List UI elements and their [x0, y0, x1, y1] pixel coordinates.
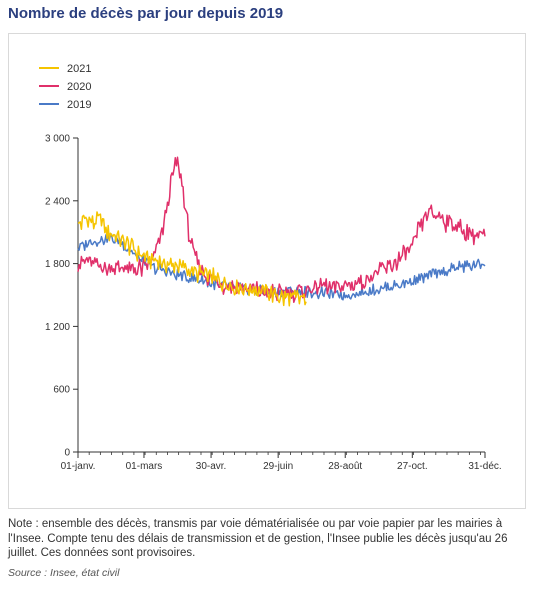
x-tick-label: 01-mars [126, 461, 163, 472]
y-tick-label: 1 800 [45, 259, 70, 270]
chart-source: Source : Insee, état civil [8, 567, 120, 579]
line-chart: 0 600 1 200 1 800 2 400 3 000 01-janv. 01-mars 3… [39, 63, 502, 472]
y-tick-label: 2 400 [45, 196, 70, 207]
chart-panel: 0 600 1 200 1 800 2 400 3 000 01-janv. 01-mars 3… [8, 33, 526, 509]
x-tick-label: 27-oct. [397, 461, 428, 472]
x-tick-label: 30-avr. [196, 461, 227, 472]
x-tick-label: 28-août [328, 461, 362, 472]
y-tick-label: 600 [53, 385, 70, 396]
x-tick-label: 29-juin [263, 461, 293, 472]
x-tick-label: 01-janv. [61, 461, 96, 472]
y-tick-label: 1 200 [45, 322, 70, 333]
x-tick-label: 31-déc. [468, 461, 501, 472]
legend-label-2020: 2020 [67, 81, 91, 93]
series-line-2021 [77, 211, 307, 307]
y-tick-label: 0 [64, 448, 70, 459]
chart-title: Nombre de décès par jour depuis 2019 [8, 5, 284, 22]
chart-note: Note : ensemble des décès, transmis par … [8, 518, 508, 559]
legend-label-2021: 2021 [67, 63, 91, 75]
y-tick-label: 3 000 [45, 134, 70, 145]
legend-label-2019: 2019 [67, 99, 91, 111]
series-line-2020 [77, 156, 486, 304]
